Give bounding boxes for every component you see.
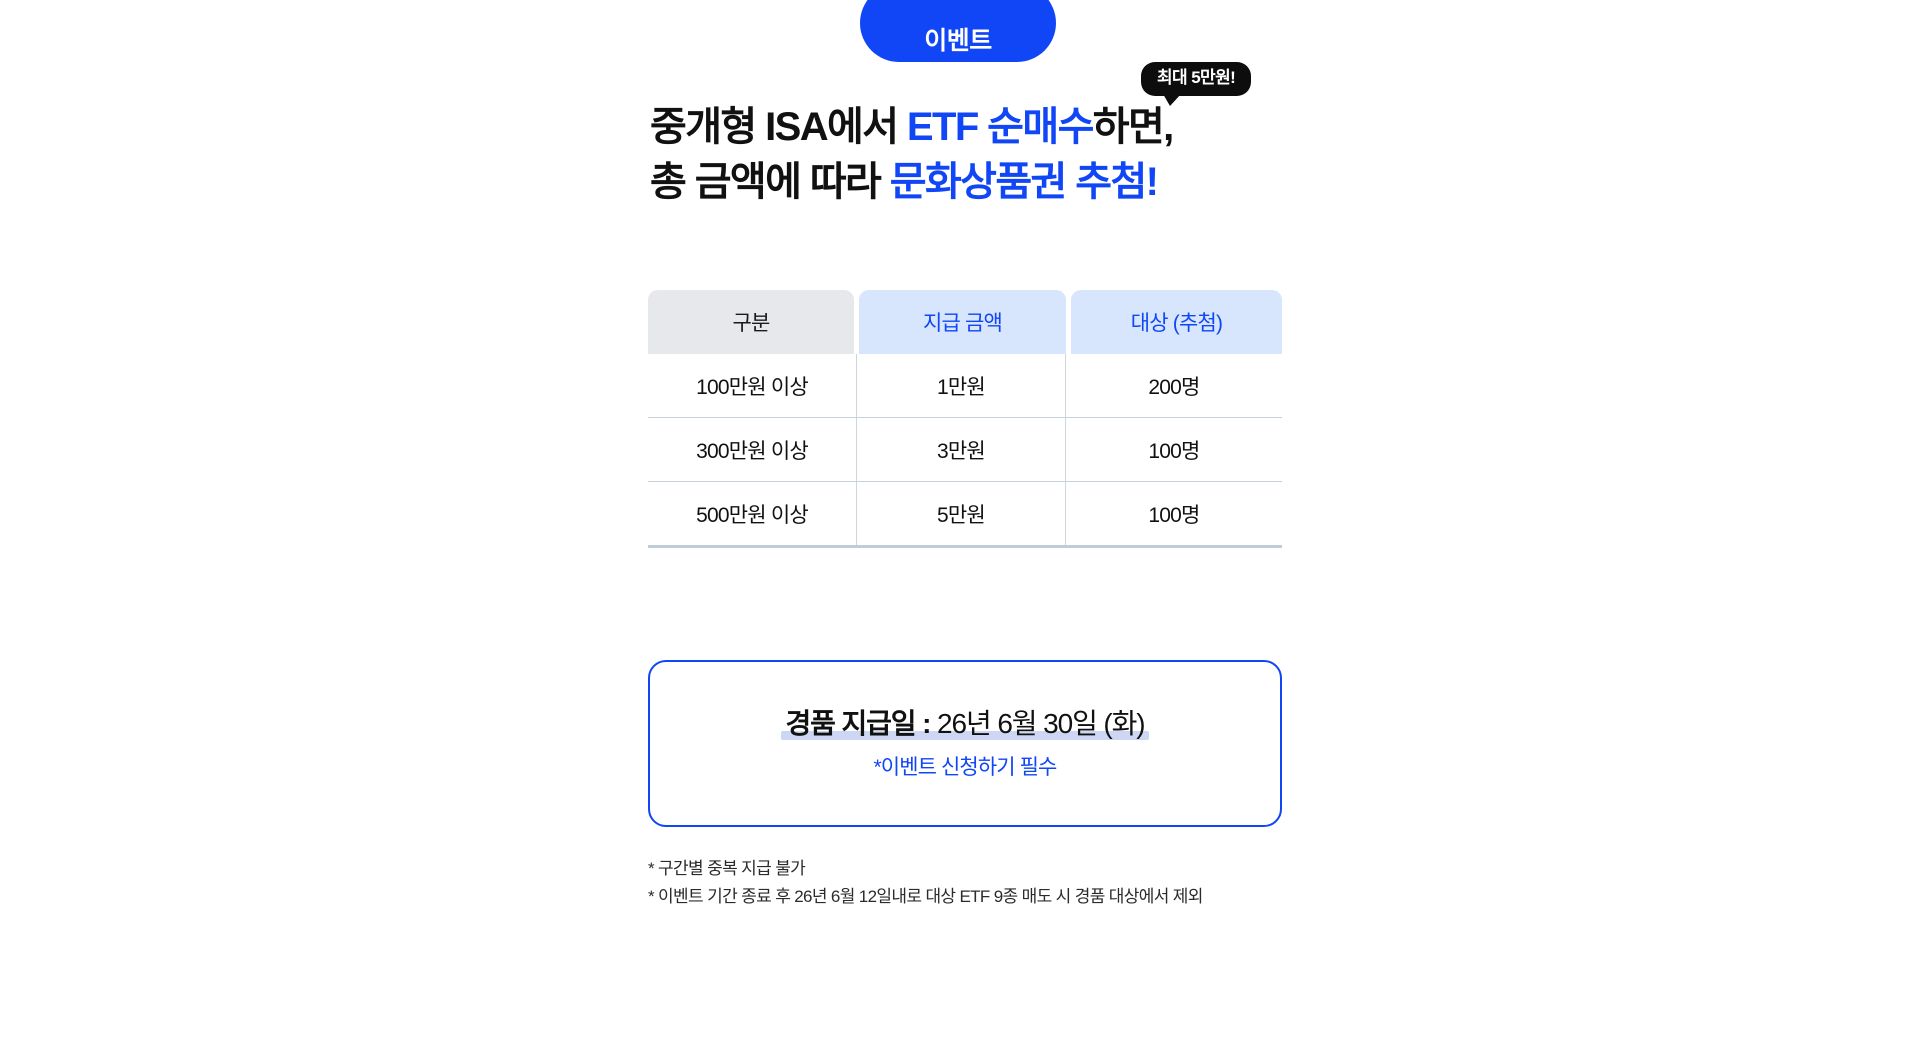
payout-info-box: 경품 지급일 : 26년 6월 30일 (화) *이벤트 신청하기 필수 — [648, 660, 1282, 827]
footnotes: * 구간별 중복 지급 불가 * 이벤트 기간 종료 후 26년 6월 12일내… — [648, 855, 1348, 910]
table-header-row: 구분 지급 금액 대상 (추첨) — [648, 290, 1282, 354]
footnote-item: * 이벤트 기간 종료 후 26년 6월 12일내로 대상 ETF 9종 매도 … — [648, 886, 1203, 906]
table-cell-winners: 100명 — [1065, 482, 1282, 545]
table-cell-amount: 3만원 — [856, 418, 1065, 481]
table-cell-category: 100만원 이상 — [696, 375, 809, 399]
table-cell-winners: 200명 — [1065, 354, 1282, 417]
table-header-cell-amount: 지급 금액 — [859, 290, 1066, 354]
table-cell-amount: 1만원 — [856, 354, 1065, 417]
headline-line1-text-b: 하면, — [1092, 105, 1175, 149]
payout-date-value: 26년 6월 30일 (화) — [937, 708, 1146, 740]
footnote-item: * 구간별 중복 지급 불가 — [648, 859, 806, 878]
table-row: 100만원 이상 1만원 200명 — [648, 354, 1282, 418]
headline-line2-text-a: 총 금액에 따라 — [650, 159, 890, 204]
max-reward-bubble-label: 최대 5만원! — [1157, 68, 1236, 87]
table-cell-category: 300만원 이상 — [696, 439, 809, 463]
payout-date-highlight: 경품 지급일 : 26년 6월 30일 (화) — [781, 707, 1149, 741]
headline-line2-accent: 문화상품권 추첨! — [889, 159, 1159, 204]
headline-line1-text-a: 중개형 ISA에서 — [650, 105, 907, 149]
headline-line1-accent: ETF 순매수 — [906, 105, 1094, 149]
payout-sub-note: *이벤트 신청하기 필수 — [873, 755, 1058, 779]
headline-line-2: 총 금액에 따라 문화상품권 추첨! — [650, 155, 1310, 210]
payout-date-label: 경품 지급일 — [785, 708, 916, 740]
event-badge: 이벤트 — [860, 0, 1056, 62]
table-cell-category: 500만원 이상 — [696, 503, 809, 527]
payout-date-text: 경품 지급일 : 26년 6월 30일 (화) — [785, 707, 1146, 741]
table-body: 100만원 이상 1만원 200명 300만원 이상 3만원 100명 500만… — [648, 354, 1282, 548]
table-header-cell-winners: 대상 (추첨) — [1071, 290, 1282, 354]
table-row: 500만원 이상 5만원 100명 — [648, 482, 1282, 548]
payout-date-separator: : — [915, 708, 938, 740]
table-row: 300만원 이상 3만원 100명 — [648, 418, 1282, 482]
reward-table: 구분 지급 금액 대상 (추첨) 100만원 이상 1만원 200명 300만원… — [648, 290, 1282, 548]
table-cell-amount: 5만원 — [856, 482, 1065, 545]
page-title: 중개형 ISA에서 ETF 순매수하면, 총 금액에 따라 문화상품권 추첨! — [650, 100, 1310, 210]
table-cell-winners: 100명 — [1065, 418, 1282, 481]
max-reward-bubble: 최대 5만원! — [1141, 62, 1252, 106]
table-header-cell-category: 구분 — [648, 290, 854, 354]
event-badge-label: 이벤트 — [924, 27, 992, 55]
headline-line-1: 중개형 ISA에서 ETF 순매수하면, — [650, 100, 1310, 155]
